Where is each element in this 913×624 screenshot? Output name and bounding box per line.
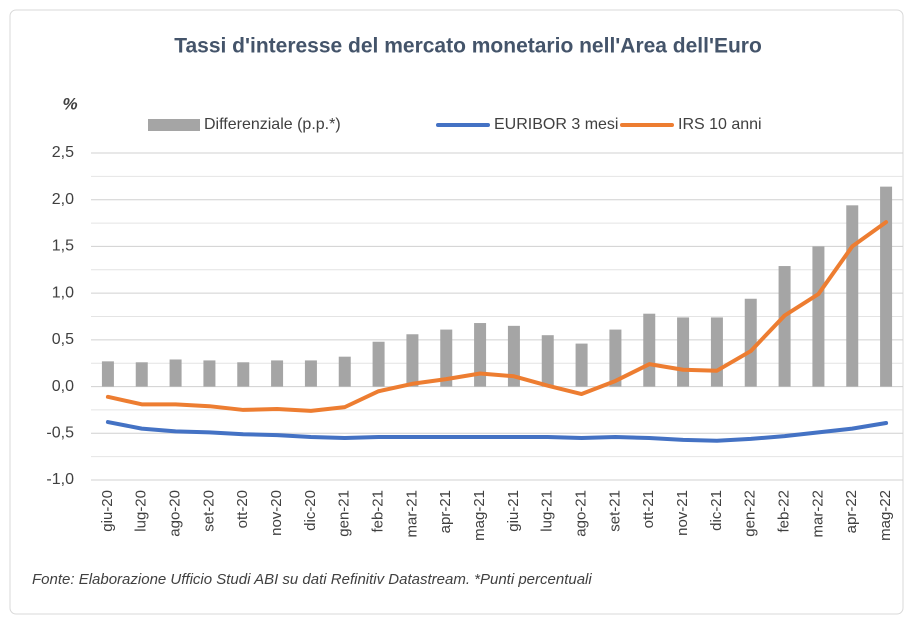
x-tick-label: ago-21 <box>573 490 590 537</box>
y-tick-label: 0,5 <box>52 331 74 348</box>
legend-label: Differenziale (p.p.*) <box>204 116 341 133</box>
bar <box>135 362 148 387</box>
bar <box>237 362 250 387</box>
bar <box>677 317 690 387</box>
chart-title: Tassi d'interesse del mercato monetario … <box>174 35 762 58</box>
bar <box>744 298 757 387</box>
footnote: Fonte: Elaborazione Ufficio Studi ABI su… <box>32 571 592 588</box>
x-tick-label: ott-21 <box>640 490 657 528</box>
x-tick-label: apr-21 <box>437 490 454 533</box>
x-tick-label: gen-22 <box>742 490 759 537</box>
line <box>105 220 889 413</box>
y-tick-label: 0,0 <box>52 378 74 395</box>
bar <box>338 356 351 387</box>
bar <box>880 186 893 387</box>
bar <box>643 313 656 387</box>
x-tick-label: dic-21 <box>708 490 725 531</box>
bar <box>541 335 554 387</box>
bar <box>846 205 859 387</box>
bar <box>101 361 114 387</box>
y-tick-label: -0,5 <box>46 425 74 442</box>
bar <box>203 360 216 387</box>
x-tick-label: nov-21 <box>674 490 691 536</box>
legend-label: IRS 10 anni <box>678 116 762 133</box>
x-tick-label: dic-20 <box>302 490 319 531</box>
bar <box>271 360 284 387</box>
y-tick-label: 1,5 <box>52 238 74 255</box>
bar <box>507 325 520 387</box>
x-tick-label: giu-20 <box>99 490 116 532</box>
bar <box>609 329 622 387</box>
bar <box>304 360 317 387</box>
x-tick-label: feb-22 <box>776 490 793 533</box>
bar <box>372 341 385 387</box>
y-tick-label: 1,0 <box>52 284 74 301</box>
y-tick-label: -1,0 <box>46 471 74 488</box>
x-tick-label: lug-20 <box>133 490 150 532</box>
bar <box>812 246 825 387</box>
x-tick-label: nov-20 <box>268 490 285 536</box>
x-tick-label: mar-21 <box>403 490 420 538</box>
x-tick-label: giu-21 <box>505 490 522 532</box>
x-tick-label: feb-21 <box>370 490 387 533</box>
x-tick-label: set-21 <box>606 490 623 532</box>
legend-label: EURIBOR 3 mesi <box>494 116 618 133</box>
bar <box>406 334 419 387</box>
bar <box>474 323 487 387</box>
x-tick-label: set-20 <box>200 490 217 532</box>
bar <box>575 343 588 387</box>
x-tick-label: mar-22 <box>809 490 826 538</box>
x-tick-label: mag-22 <box>877 490 894 541</box>
x-tick-label: mag-21 <box>471 490 488 541</box>
x-tick-label: ott-20 <box>234 490 251 528</box>
line <box>105 420 889 443</box>
x-tick-label: apr-22 <box>843 490 860 533</box>
y-tick-label: 2,0 <box>52 191 74 208</box>
chart-frame <box>9 9 904 615</box>
bar <box>778 266 791 387</box>
legend-swatch <box>148 119 200 131</box>
y-axis-label: % <box>62 94 77 113</box>
bar <box>440 329 453 387</box>
x-tick-label: gen-21 <box>336 490 353 537</box>
x-tick-label: ago-20 <box>167 490 184 537</box>
x-tick-label: lug-21 <box>539 490 556 532</box>
bar <box>710 317 723 387</box>
y-tick-label: 2,5 <box>52 144 74 161</box>
bar <box>169 359 182 387</box>
